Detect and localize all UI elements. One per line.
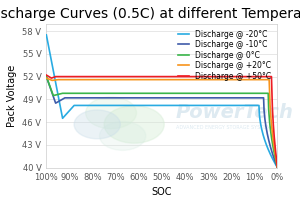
Discharge @ +50°C: [182, 75, 186, 78]
Discharge @ -20°C: [154, 104, 158, 107]
Discharge @ 0°C: [156, 92, 159, 94]
Discharge @ +50°C: [234, 75, 238, 78]
Discharge @ 0°C: [270, 139, 274, 141]
Text: PowerTech: PowerTech: [176, 103, 294, 122]
Discharge @ +20°C: [154, 78, 158, 81]
Discharge @ -10°C: [182, 97, 186, 99]
Line: Discharge @ 0°C: Discharge @ 0°C: [46, 77, 278, 168]
Discharge @ 0°C: [154, 92, 158, 94]
Discharge @ -20°C: [234, 104, 238, 107]
Y-axis label: Pack Voltage: Pack Voltage: [7, 64, 17, 127]
Discharge @ -20°C: [45, 34, 48, 36]
Discharge @ -10°C: [270, 151, 274, 153]
Discharge @ 0°C: [182, 92, 186, 94]
Circle shape: [74, 110, 120, 139]
Circle shape: [104, 106, 164, 143]
Discharge @ -10°C: [169, 97, 173, 99]
Discharge @ -20°C: [182, 104, 186, 107]
Discharge @ -20°C: [270, 156, 274, 159]
Discharge @ -10°C: [156, 97, 159, 99]
Discharge @ +20°C: [276, 166, 279, 169]
Discharge @ +20°C: [45, 77, 48, 79]
Line: Discharge @ -20°C: Discharge @ -20°C: [46, 35, 278, 168]
Circle shape: [86, 97, 136, 129]
Discharge @ -10°C: [154, 97, 158, 99]
Discharge @ +50°C: [169, 75, 173, 78]
Discharge @ -20°C: [156, 104, 159, 107]
Discharge @ +50°C: [156, 75, 159, 78]
Circle shape: [100, 122, 146, 150]
Legend: Discharge @ -20°C, Discharge @ -10°C, Discharge @ 0°C, Discharge @ +20°C, Discha: Discharge @ -20°C, Discharge @ -10°C, Di…: [176, 27, 274, 83]
Discharge @ -10°C: [276, 166, 279, 169]
Discharge @ 0°C: [276, 166, 279, 169]
Discharge @ +20°C: [270, 128, 274, 130]
Line: Discharge @ -10°C: Discharge @ -10°C: [46, 77, 278, 168]
Discharge @ 0°C: [234, 92, 238, 94]
X-axis label: SOC: SOC: [152, 187, 172, 197]
Discharge @ 0°C: [169, 92, 173, 94]
Discharge @ +20°C: [169, 78, 173, 81]
Discharge @ -10°C: [45, 75, 48, 78]
Discharge @ +50°C: [45, 74, 48, 76]
Discharge @ 0°C: [45, 75, 48, 78]
Title: Discharge Curves (0.5C) at different Temperatures: Discharge Curves (0.5C) at different Tem…: [0, 7, 300, 21]
Text: ADVANCED ENERGY STORAGE SYSTEMS: ADVANCED ENERGY STORAGE SYSTEMS: [176, 125, 274, 130]
Discharge @ +50°C: [270, 93, 274, 96]
Discharge @ +50°C: [276, 166, 279, 169]
Discharge @ -20°C: [276, 166, 279, 169]
Discharge @ +20°C: [182, 78, 186, 81]
Discharge @ +20°C: [156, 78, 159, 81]
Discharge @ -10°C: [234, 97, 238, 99]
Line: Discharge @ +20°C: Discharge @ +20°C: [46, 78, 278, 168]
Discharge @ +50°C: [154, 75, 158, 78]
Discharge @ -20°C: [169, 104, 173, 107]
Discharge @ +20°C: [234, 78, 238, 81]
Line: Discharge @ +50°C: Discharge @ +50°C: [46, 75, 278, 168]
